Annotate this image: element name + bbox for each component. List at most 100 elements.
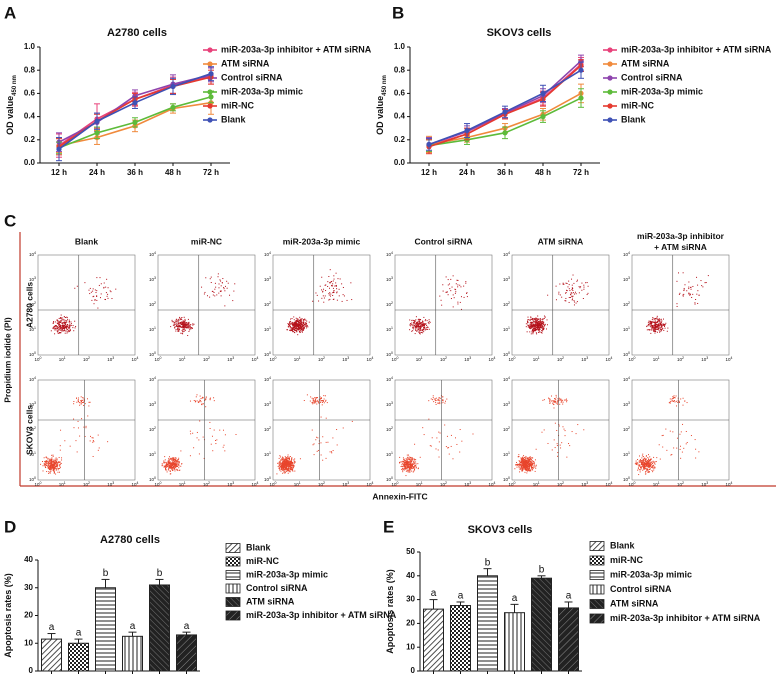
event-dot	[649, 467, 650, 468]
event-dot	[185, 327, 186, 328]
event-dot	[661, 321, 662, 322]
event-dot	[177, 320, 178, 321]
event-dot	[571, 293, 572, 294]
event-dot	[687, 442, 688, 443]
event-dot	[524, 457, 525, 458]
event-dot	[522, 457, 523, 458]
event-dot	[48, 465, 49, 466]
event-dot	[530, 319, 531, 320]
event-dot	[655, 464, 656, 465]
event-dot	[417, 330, 418, 331]
event-dot	[538, 322, 539, 323]
event-dot	[519, 461, 520, 462]
event-dot	[676, 281, 677, 282]
event-dot	[652, 321, 653, 322]
flow-plot: 100100101101102102103103104104	[623, 251, 733, 362]
event-dot	[454, 297, 455, 298]
event-dot	[59, 321, 60, 322]
bar-annotation: b	[103, 568, 109, 579]
event-dot	[646, 465, 647, 466]
y-tick-label: 0.2	[24, 135, 36, 144]
event-dot	[69, 321, 70, 322]
event-dot	[178, 319, 179, 320]
event-dot	[446, 446, 447, 447]
event-dot	[292, 466, 293, 467]
event-dot	[318, 450, 319, 451]
event-dot	[562, 404, 563, 405]
event-dot	[289, 330, 290, 331]
event-dot	[56, 469, 57, 470]
event-dot	[410, 465, 411, 466]
event-dot	[180, 322, 181, 323]
tick-exponent: 1	[538, 481, 540, 485]
event-dot	[663, 435, 664, 436]
panel-letter: B	[392, 3, 404, 22]
tick-exponent: 1	[184, 481, 186, 485]
event-dot	[178, 465, 179, 466]
event-dot	[185, 322, 186, 323]
event-dot	[210, 428, 211, 429]
event-dot	[63, 328, 64, 329]
event-dot	[680, 458, 681, 459]
event-dot	[524, 472, 525, 473]
event-dot	[90, 288, 91, 289]
tick-exponent: 4	[628, 376, 630, 380]
event-dot	[538, 323, 539, 324]
event-dot	[285, 463, 286, 464]
event-dot	[446, 276, 447, 277]
tick-exponent: 3	[232, 356, 234, 360]
event-dot	[294, 463, 295, 464]
event-dot	[337, 300, 338, 301]
event-dot	[662, 323, 663, 324]
legend-swatch	[590, 585, 604, 594]
event-dot	[284, 472, 285, 473]
event-dot	[320, 400, 321, 401]
event-dot	[172, 461, 173, 462]
event-dot	[46, 462, 47, 463]
event-dot	[559, 398, 560, 399]
event-dot	[284, 465, 285, 466]
event-dot	[324, 398, 325, 399]
event-dot	[409, 461, 410, 462]
event-dot	[645, 464, 646, 465]
event-dot	[289, 459, 290, 460]
event-dot	[170, 467, 171, 468]
event-dot	[47, 459, 48, 460]
bar-annotation: a	[130, 621, 136, 632]
event-dot	[59, 472, 60, 473]
event-dot	[529, 324, 530, 325]
tick-exponent: 3	[269, 401, 271, 405]
event-dot	[544, 399, 545, 400]
event-dot	[293, 459, 294, 460]
event-dot	[165, 469, 166, 470]
event-dot	[330, 269, 331, 270]
event-dot	[164, 456, 165, 457]
event-dot	[183, 324, 184, 325]
legend-marker	[207, 103, 212, 108]
event-dot	[232, 300, 233, 301]
event-dot	[175, 460, 176, 461]
event-dot	[278, 466, 279, 467]
event-dot	[457, 280, 458, 281]
event-dot	[297, 321, 298, 322]
event-dot	[54, 326, 55, 327]
event-dot	[568, 443, 569, 444]
y-tick-label: 104	[503, 376, 510, 382]
tick-exponent: 3	[508, 401, 510, 405]
event-dot	[57, 468, 58, 469]
event-dot	[672, 396, 673, 397]
event-dot	[688, 288, 689, 289]
y-tick-label: 1.0	[24, 42, 36, 51]
tick-exponent: 3	[586, 481, 588, 485]
event-dot	[334, 286, 335, 287]
tick-exponent: 2	[88, 356, 90, 360]
event-dot	[526, 461, 527, 462]
event-dot	[311, 402, 312, 403]
event-dot	[294, 322, 295, 323]
event-dot	[645, 472, 646, 473]
event-dot	[561, 442, 562, 443]
event-dot	[518, 456, 519, 457]
event-dot	[78, 400, 79, 401]
event-dot	[90, 402, 91, 403]
event-dot	[648, 465, 649, 466]
